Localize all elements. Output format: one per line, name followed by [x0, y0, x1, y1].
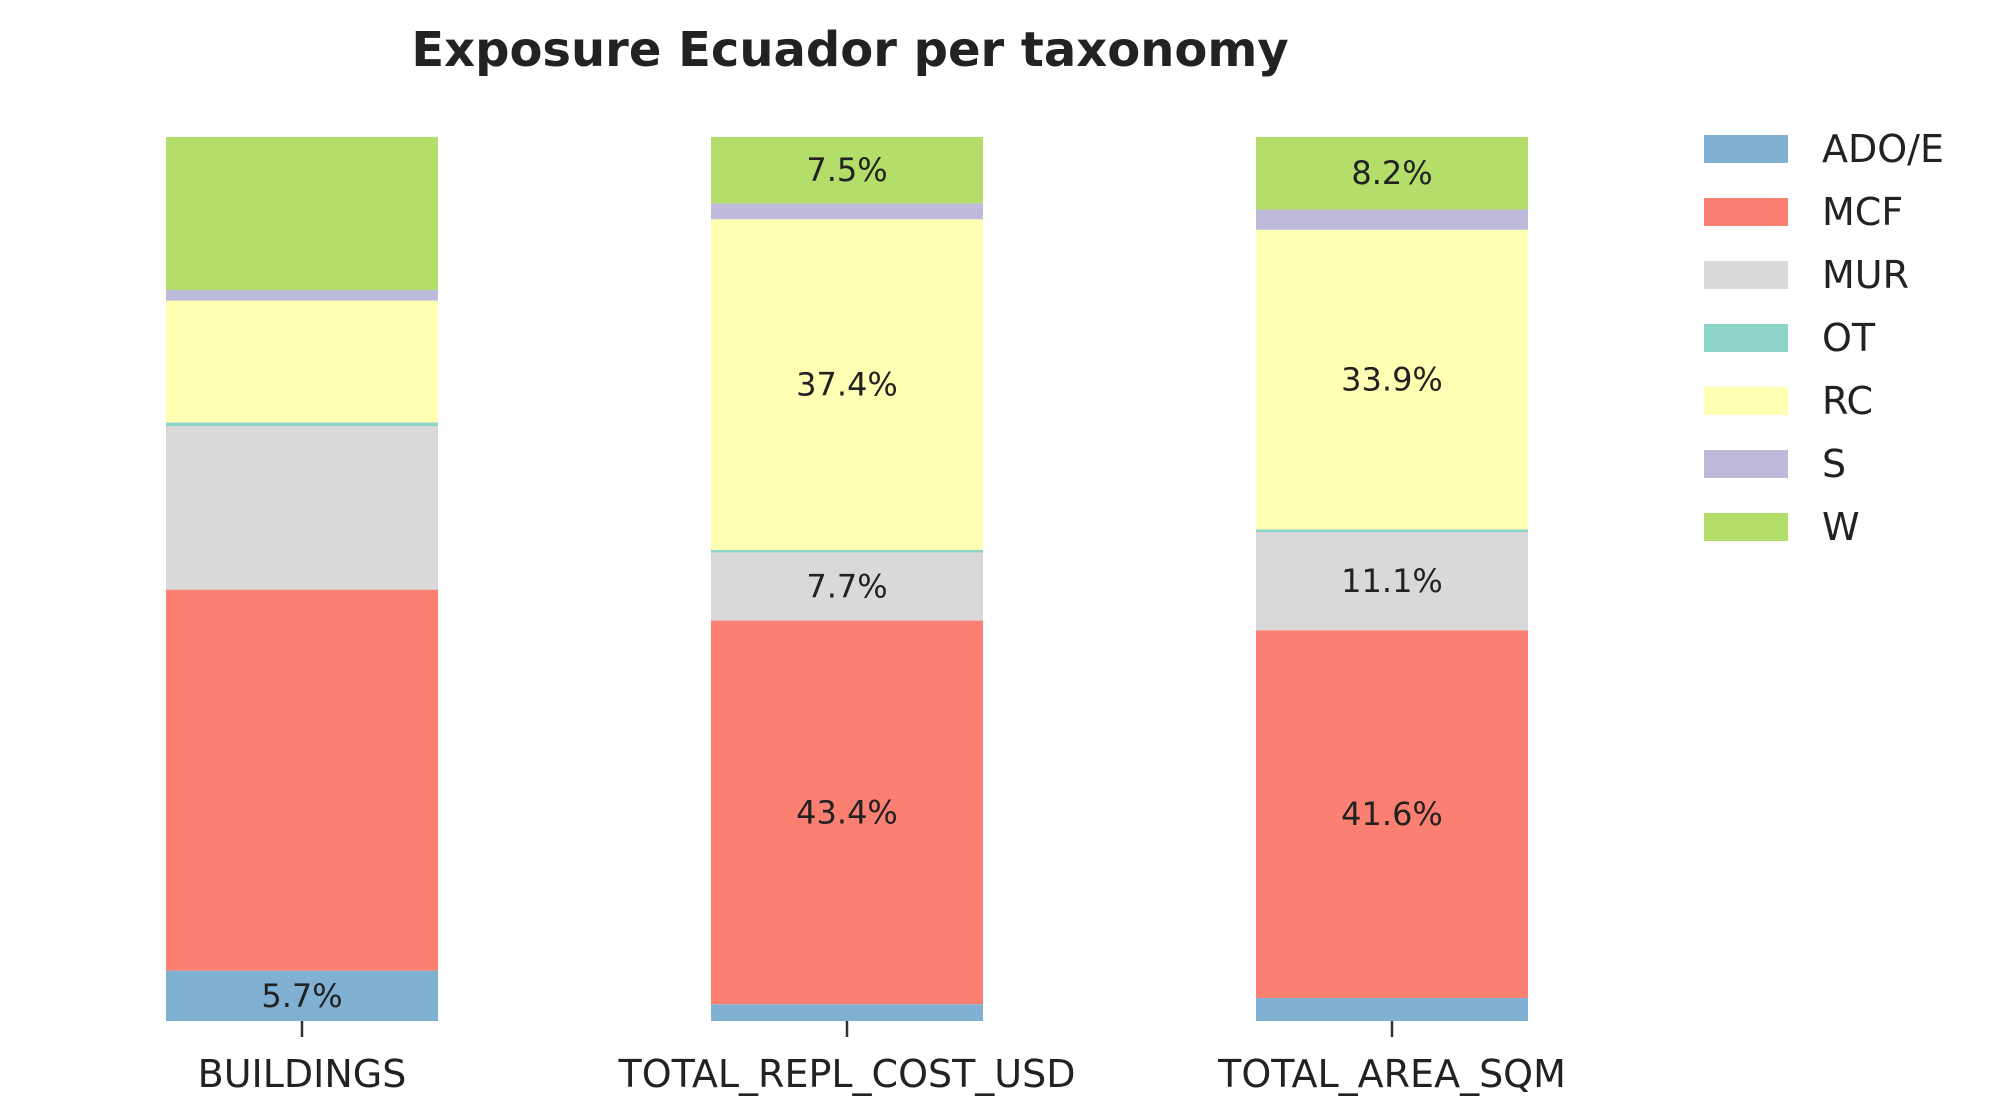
bar-segment-total-area-sqm-w [1256, 137, 1528, 210]
bar-segment-total-area-sqm-ado-e [1256, 998, 1528, 1021]
bar-segment-buildings-ado-e [166, 970, 438, 1021]
bar-segment-total-repl-cost-usd-ado-e [711, 1004, 983, 1021]
legend-label-rc: RC [1822, 379, 1873, 423]
bar-segment-buildings-mcf [166, 589, 438, 971]
legend-label-w: W [1822, 505, 1860, 549]
chart-title: Exposure Ecuador per taxonomy [411, 22, 1288, 78]
data-label-total-repl-cost-usd-w: 7.5% [806, 151, 887, 189]
data-label-buildings-ado-e: 5.7% [261, 977, 342, 1015]
x-axis: BUILDINGS TOTAL_REPL_COST_USD TOTAL_AREA_S… [198, 1021, 1566, 1096]
bar-segment-total-area-sqm-mur [1256, 532, 1528, 631]
legend-item-mur: MUR [1704, 253, 1909, 297]
legend-swatch-mur [1704, 261, 1788, 289]
legend: ADO/E MCF MUR OT RC SW [1704, 127, 1944, 549]
legend-label-ado-e: ADO/E [1822, 127, 1944, 171]
legend-item-w: W [1704, 505, 1860, 549]
segment-labels-group: 5.7% 43.4% 7.7% 37.4% 7.5% 41.6% 11.1% 33.9% 8.2… [261, 151, 1442, 1015]
bar-segment-total-area-sqm-rc [1256, 229, 1528, 530]
legend-item-s: S [1704, 442, 1846, 486]
legend-label-mcf: MCF [1822, 190, 1903, 234]
legend-item-rc: RC [1704, 379, 1873, 423]
data-label-total-area-sqm-mcf: 41.6% [1341, 795, 1443, 833]
bar-segment-total-repl-cost-usd-s [711, 203, 983, 220]
bar-segment-total-repl-cost-usd-ot [711, 549, 983, 553]
data-label-total-repl-cost-usd-mur: 7.7% [806, 568, 887, 606]
legend-label-ot: OT [1822, 316, 1876, 360]
bar-segment-total-repl-cost-usd-rc [711, 219, 983, 550]
legend-item-ot: OT [1704, 316, 1876, 360]
legend-label-mur: MUR [1822, 253, 1909, 297]
bar-segment-total-area-sqm-mcf [1256, 630, 1528, 999]
legend-swatch-rc [1704, 387, 1788, 415]
bar-segment-buildings-ot [166, 422, 438, 427]
bar-segment-total-repl-cost-usd-mur [711, 552, 983, 621]
legend-item-ado-e: ADO/E [1704, 127, 1944, 171]
bar-segment-total-area-sqm-s [1256, 209, 1528, 230]
bar-segment-buildings-rc [166, 300, 438, 423]
bar-segment-total-area-sqm-ot [1256, 529, 1528, 533]
bar-segment-total-repl-cost-usd-w [711, 137, 983, 204]
data-label-total-area-sqm-rc: 33.9% [1341, 361, 1443, 399]
bar-segment-total-repl-cost-usd-mcf [711, 620, 983, 1005]
x-tick-label-total-repl-cost-usd: TOTAL_REPL_COST_USD [617, 1052, 1075, 1096]
legend-swatch-w [1704, 513, 1788, 541]
bars-group [166, 137, 1528, 1021]
data-label-total-repl-cost-usd-mcf: 43.4% [796, 793, 898, 831]
legend-swatch-ado-e [1704, 135, 1788, 163]
legend-label-s: S [1822, 442, 1846, 486]
data-label-total-repl-cost-usd-rc: 37.4% [796, 366, 898, 404]
bar-segment-buildings-w [166, 137, 438, 290]
data-label-total-area-sqm-mur: 11.1% [1341, 562, 1443, 600]
legend-swatch-ot [1704, 324, 1788, 352]
legend-swatch-s [1704, 450, 1788, 478]
bar-segment-buildings-mur [166, 426, 438, 590]
legend-swatch-mcf [1704, 198, 1788, 226]
x-tick-label-total-area-sqm: TOTAL_AREA_SQM [1217, 1052, 1566, 1096]
x-tick-label-buildings: BUILDINGS [198, 1052, 407, 1096]
bar-segment-buildings-s [166, 289, 438, 301]
legend-item-mcf: MCF [1704, 190, 1903, 234]
data-label-total-area-sqm-w: 8.2% [1351, 154, 1432, 192]
